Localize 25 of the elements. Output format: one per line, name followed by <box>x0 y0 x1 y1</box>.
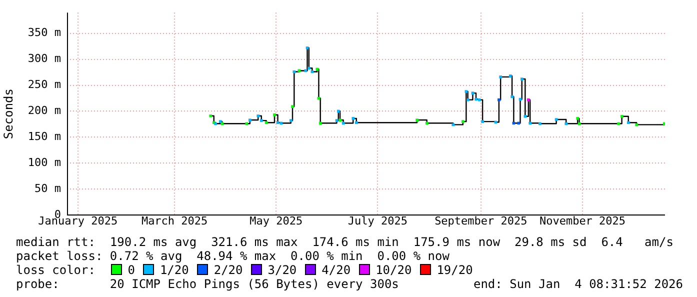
legend-label: 4/20 <box>322 263 351 277</box>
y-tick-label: 200 m <box>28 104 62 118</box>
x-tick-label: July 2025 <box>348 214 408 228</box>
y-tick-label: 100 m <box>28 156 62 169</box>
legend-label: 0 <box>128 263 135 277</box>
x-tick-label: September 2025 <box>434 214 528 228</box>
legend-title: loss color: <box>16 263 96 277</box>
x-tick-label: March 2025 <box>141 214 208 228</box>
legend-label: 1/20 <box>160 263 189 277</box>
y-tick-label: 300 m <box>28 52 62 66</box>
y-axis-title: Seconds <box>1 88 16 140</box>
legend-label: 10/20 <box>376 263 412 277</box>
text: median rtt: 190.2 ms avg 321.6 ms max 174.6 ms min 175.9 ms now 29.8 ms sd 6.4 am/s <box>16 235 674 249</box>
legend-label: 3/20 <box>268 263 297 277</box>
x-tick-label: May 2025 <box>250 214 303 228</box>
y-tick-label: 50 m <box>34 182 62 195</box>
x-tick-label: November 2025 <box>539 214 626 228</box>
text: end: Sun Jan 4 08:31:52 2026 <box>473 277 683 291</box>
text: probe: 20 ICMP Echo Pings (56 Bytes) every 300s <box>16 277 399 291</box>
text: packet loss: 0.72 % avg 48.94 % max 0.00 % min 0.00 % now <box>16 249 450 263</box>
y-tick-label: 350 m <box>28 26 62 40</box>
y-tick-label: 150 m <box>28 130 62 144</box>
legend-label: 19/20 <box>436 263 473 277</box>
y-tick-label: 250 m <box>28 78 62 92</box>
legend-label: 2/20 <box>214 263 243 277</box>
